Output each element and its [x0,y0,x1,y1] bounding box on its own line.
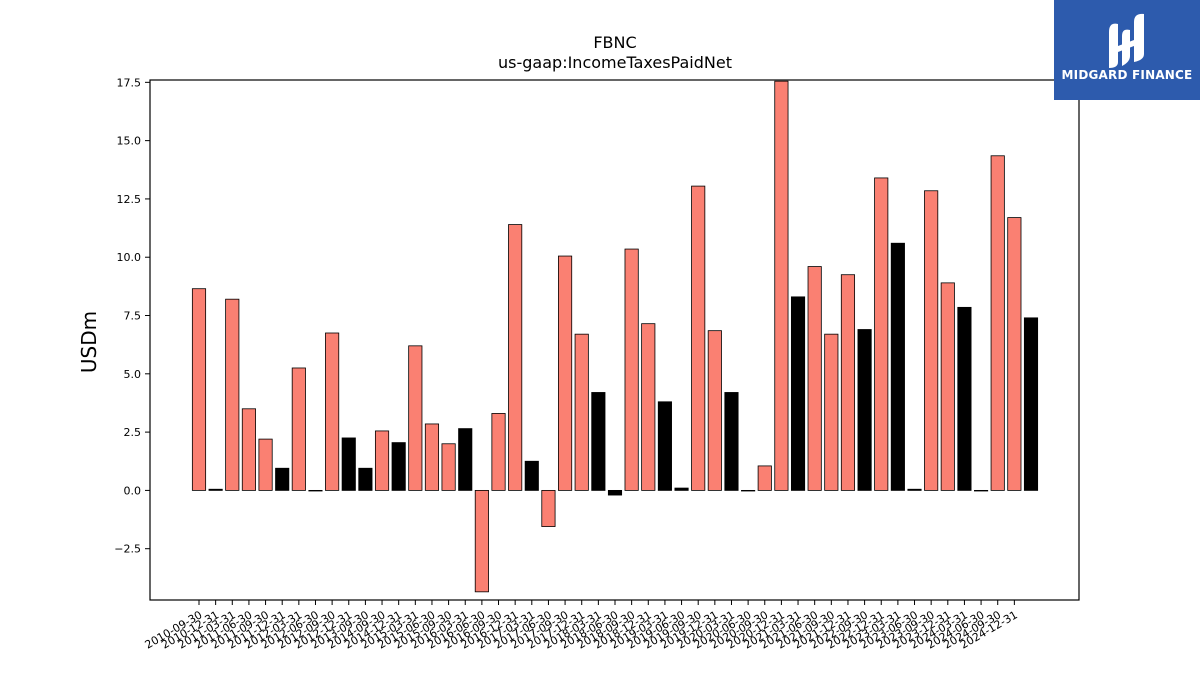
bar [491,413,506,491]
x-axis: 2010-09-302010-12-312011-03-312011-06-30… [143,600,1020,652]
brand-name: MIDGARD FINANCE [1061,68,1193,82]
bar [541,489,556,527]
bar [907,488,922,491]
y-tick-label: 5.0 [124,368,142,381]
y-tick-label: 2.5 [124,426,142,439]
bar [308,489,323,492]
y-axis-label: USDm [77,311,101,373]
bar [291,367,306,491]
midgard-logo-icon [1109,13,1144,68]
bar [358,467,373,491]
bar [757,465,772,491]
bar [558,255,573,491]
chart-title: FBNC [593,33,636,52]
bar [391,442,406,491]
plot-frame [149,79,1080,601]
bar [458,428,473,491]
bar [441,443,456,491]
bar [990,155,1005,491]
bar [424,423,440,491]
bar [258,438,273,491]
y-tick-label: 15.0 [117,135,142,148]
bar [408,345,423,491]
y-tick-label: −2.5 [114,543,141,556]
bar [624,248,639,491]
bar [824,333,839,491]
bar [741,489,756,492]
bar [208,488,223,491]
bar [325,332,340,491]
bar [508,224,523,491]
bar [341,437,356,491]
bar [691,185,706,491]
bar [191,288,207,491]
bar [657,401,672,491]
bar [857,329,872,491]
bar [241,408,256,491]
bar [774,80,789,491]
bar [840,274,856,491]
bar [724,392,739,491]
y-tick-label: 7.5 [124,310,142,323]
bar [874,177,889,491]
bar [275,467,290,491]
chart-subtitle: us-gaap:IncomeTaxesPaidNet [498,53,732,72]
bar [641,323,656,491]
bar [225,298,240,491]
y-axis: −2.5 0.0 2.5 5.0 7.5 10.0 12.5 15.0 17.5 [114,76,150,556]
bar [1007,217,1022,491]
y-tick-label: 10.0 [117,251,142,264]
bar [607,489,623,496]
bar [890,242,905,491]
bar [924,190,939,491]
bar [790,296,806,491]
bar [574,333,589,491]
bar [524,460,539,491]
bar [807,266,822,491]
bar [374,430,390,491]
bar [474,489,489,593]
bar [591,392,606,491]
bar [707,330,722,491]
bar [940,282,955,491]
y-tick-label: 0.0 [124,484,142,497]
bar [974,489,989,492]
brand-logo: MIDGARD FINANCE [1054,0,1200,100]
y-tick-label: 12.5 [117,193,142,206]
bar [957,306,972,491]
bars-layer [191,80,1039,593]
bar [1023,317,1039,491]
bar [674,487,689,491]
y-tick-label: 17.5 [117,76,142,89]
